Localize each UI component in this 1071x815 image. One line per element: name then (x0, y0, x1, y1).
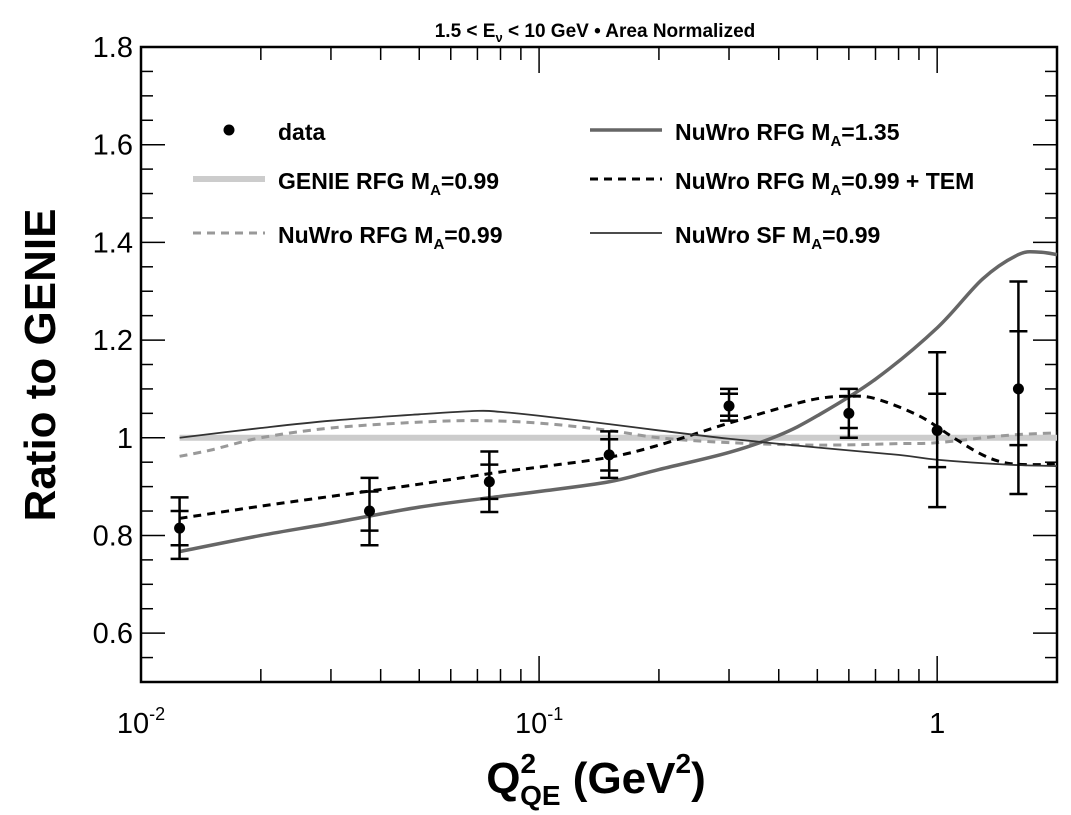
y-tick-label: 1 (117, 423, 133, 455)
data-point (360, 476, 379, 547)
legend-entry: GENIE RFG MA=0.99 (193, 168, 499, 199)
data-marker (483, 476, 495, 488)
data-marker (603, 449, 615, 461)
legend-entry: NuWro RFG MA=1.35 (590, 119, 900, 150)
legend-label: NuWro RFG MA=1.35 (675, 119, 900, 150)
series-line-nuwro-rfg-m-a-0-99-tem (179, 394, 1058, 520)
y-tick-label: 1.6 (93, 130, 133, 162)
y-axis-title: Ratio to GENIE (16, 209, 65, 522)
y-tick-label: 1.4 (93, 227, 133, 259)
x-axis-title: Q2 QE (GeV2) (486, 748, 705, 811)
data-point (720, 387, 739, 422)
y-tick-label: 1.2 (93, 325, 133, 357)
legend-label: NuWro SF MA=0.99 (675, 222, 880, 253)
data-point (600, 430, 619, 480)
data-point (480, 450, 499, 514)
y-tick-label: 1.8 (93, 32, 133, 64)
series-line-nuwro-rfg-m-a-1-35 (179, 249, 1058, 554)
x-axis-ticks: 10-2 10-1 1 (117, 47, 1058, 740)
series-layer (179, 249, 1058, 554)
data-marker (174, 522, 186, 534)
data-point (170, 496, 189, 561)
x-tick-label: 10-2 (117, 704, 165, 740)
data-marker (723, 400, 735, 412)
data-marker (931, 424, 943, 436)
chart-title: 1.5 < Eν < 10 GeV • Area Normalized (435, 21, 756, 45)
legend-entry: NuWro RFG MA=0.99 (193, 222, 503, 253)
y-tick-label: 0.6 (93, 618, 133, 650)
series-line-nuwro-rfg-m-a-0-99 (179, 419, 1058, 458)
legend-entry: data (223, 119, 326, 145)
y-axis-ticks: 0.6 0.8 1 1.2 1.4 1.6 1.8 (93, 32, 1057, 683)
legend-label: NuWro RFG MA=0.99 (278, 222, 503, 253)
data-marker (843, 407, 855, 419)
legend-entry: NuWro RFG MA=0.99 + TEM (590, 168, 974, 199)
data-marker (1012, 383, 1024, 395)
legend-label: NuWro RFG MA=0.99 + TEM (675, 168, 974, 199)
data-marker (364, 505, 376, 517)
data-point (928, 351, 947, 509)
data-point (839, 387, 858, 440)
legend-label: data (278, 119, 326, 145)
legend-entry: NuWro SF MA=0.99 (590, 222, 880, 253)
legend-label: GENIE RFG MA=0.99 (278, 168, 499, 199)
y-tick-label: 0.8 (93, 520, 133, 552)
data-point (1009, 280, 1028, 496)
x-tick-label: 10-1 (515, 704, 563, 740)
data-points (170, 280, 1028, 561)
legend: data NuWro RFG MA=1.35 GENIE RFG MA=0.99 Nu… (193, 119, 974, 253)
plot-area: 0.6 0.8 1 1.2 1.4 1.6 1.8 10-2 10-1 1 (93, 32, 1059, 740)
series-line-nuwro-sf-m-a-0-99 (179, 409, 1058, 467)
x-tick-label: 1 (929, 708, 945, 740)
legend-marker (223, 124, 235, 136)
